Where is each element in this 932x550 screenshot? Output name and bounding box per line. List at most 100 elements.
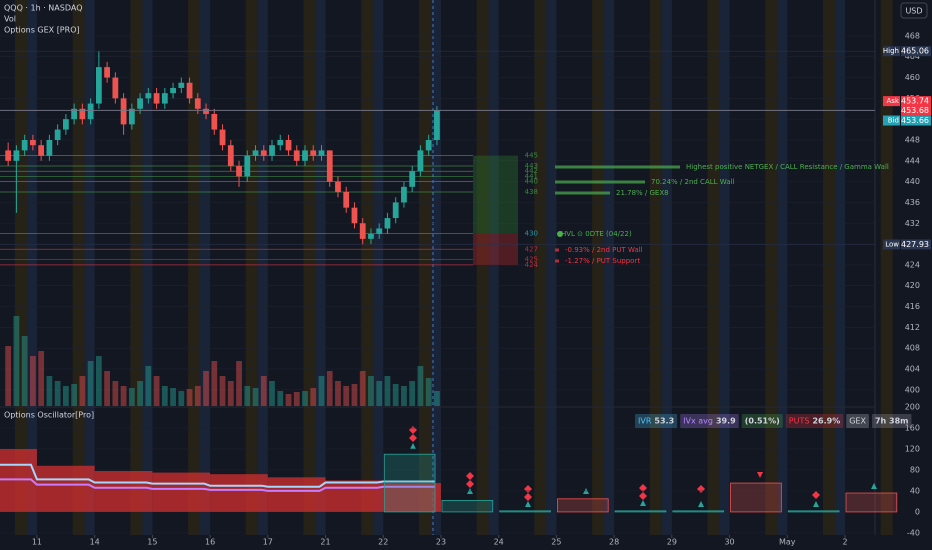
volume-bar — [128, 388, 135, 406]
volume-bar — [376, 381, 383, 406]
annotation-dot — [557, 231, 563, 237]
volume-bar — [30, 356, 36, 406]
annotation-bar — [555, 191, 610, 195]
volume-bar — [87, 361, 94, 406]
info-box: (0.51%) — [741, 414, 783, 428]
y-tick-label: 420 — [905, 281, 920, 290]
candle-body — [38, 145, 45, 156]
vol-label: Vol — [4, 15, 16, 24]
volume-bar — [409, 381, 416, 406]
volume-bar — [219, 376, 226, 406]
osc-tick-label: 160 — [905, 423, 920, 432]
y-tick-label: 408 — [905, 344, 920, 353]
osc-area — [383, 483, 441, 512]
x-tick-label: 29 — [667, 538, 677, 547]
candle-body — [227, 145, 234, 167]
annotation: HVL ⊙ 0DTE (04/22) — [561, 230, 632, 238]
volume-bar — [302, 391, 308, 406]
candle-body — [326, 150, 333, 182]
x-tick-label: 16 — [205, 538, 215, 547]
call-zone — [473, 155, 518, 234]
volume-bar — [46, 376, 53, 406]
candle-body — [170, 87, 176, 94]
x-tick-label: May — [779, 538, 796, 547]
annotation: Highest positive NETGEX / CALL Resistanc… — [686, 163, 889, 171]
volume-bar — [120, 386, 127, 406]
price-tag-label: Bid — [888, 117, 899, 125]
x-tick-label: 24 — [494, 538, 504, 547]
premarket-band — [430, 0, 441, 535]
volume-bar — [153, 376, 160, 406]
x-tick-label: 21 — [320, 538, 330, 547]
currency-button[interactable] — [900, 2, 928, 19]
candle-body — [30, 139, 36, 146]
price-tag-label: Ask — [887, 97, 900, 105]
info-value: (0.51%) — [745, 417, 780, 426]
info-box: IVR 53.3 — [635, 414, 678, 428]
osc-tick-label: 80 — [910, 465, 920, 474]
volume-bar — [5, 346, 12, 406]
y-tick-label: 412 — [905, 323, 920, 332]
volume-bar — [252, 388, 259, 406]
afterhours-band — [418, 0, 431, 535]
candle-body — [104, 67, 110, 78]
annotation-bar — [555, 259, 559, 263]
info-bg — [635, 414, 678, 428]
gex-level-label: 427 — [525, 245, 538, 253]
candle-body — [293, 150, 300, 161]
price-tag-label-bg — [883, 96, 900, 107]
y-tick-label: 416 — [905, 302, 920, 311]
annotation: 21.78% / GEX8 — [616, 189, 669, 197]
volume-bar — [318, 376, 325, 406]
afterhours-band — [765, 0, 778, 535]
x-tick-label: 23 — [436, 538, 446, 547]
afterhours-band — [822, 0, 835, 535]
x-tick-label: 22 — [378, 538, 388, 547]
indicator-label: Options GEX [PRO] — [4, 26, 80, 35]
afterhours-band — [14, 0, 27, 535]
volume-bar — [145, 366, 152, 406]
candle-body — [145, 93, 152, 99]
candle-body — [318, 150, 325, 156]
afterhours-band — [130, 0, 143, 535]
volume-bar — [161, 386, 168, 406]
volume-bar — [326, 371, 333, 406]
afterhours-band — [707, 0, 720, 535]
y-tick-label: 424 — [905, 260, 920, 269]
afterhours-band — [649, 0, 662, 535]
y-tick-label: 400 — [905, 385, 920, 394]
y-tick-label: 460 — [905, 73, 920, 82]
gex-level-label: 441 — [525, 172, 538, 180]
candle-body — [95, 67, 102, 104]
price-tag-value: 453.74 — [901, 97, 929, 106]
x-tick-label: 14 — [90, 538, 100, 547]
x-tick-label: 15 — [147, 538, 157, 547]
candle-body — [343, 192, 350, 208]
premarket-band — [546, 0, 557, 535]
info-name: IVx avg — [683, 417, 713, 426]
candle-body — [194, 98, 201, 109]
price-tag — [901, 96, 931, 107]
candle-body — [359, 223, 366, 239]
price-tag-value: 465.06 — [901, 47, 929, 56]
gex-level-label: 445 — [525, 152, 538, 160]
candle-body — [54, 129, 61, 140]
info-name: GEX — [849, 417, 866, 426]
osc-area — [152, 472, 211, 512]
x-tick-label: 30 — [724, 538, 734, 547]
osc-bar — [499, 510, 551, 513]
y-tick-label: 448 — [905, 135, 920, 144]
currency[interactable]: USD — [905, 7, 922, 16]
price-tag-value: 453.68 — [901, 106, 929, 115]
volume-bar — [71, 384, 78, 406]
candle-body — [211, 113, 218, 130]
afterhours-band — [476, 0, 489, 535]
annotation-bar — [555, 180, 645, 184]
osc-area — [210, 474, 268, 512]
volume-bar — [277, 391, 284, 406]
osc-bar — [614, 510, 667, 513]
x-tick-label: 25 — [551, 538, 561, 547]
volume-bar — [95, 356, 102, 406]
candle-body — [161, 93, 168, 104]
candle-body — [252, 150, 259, 156]
